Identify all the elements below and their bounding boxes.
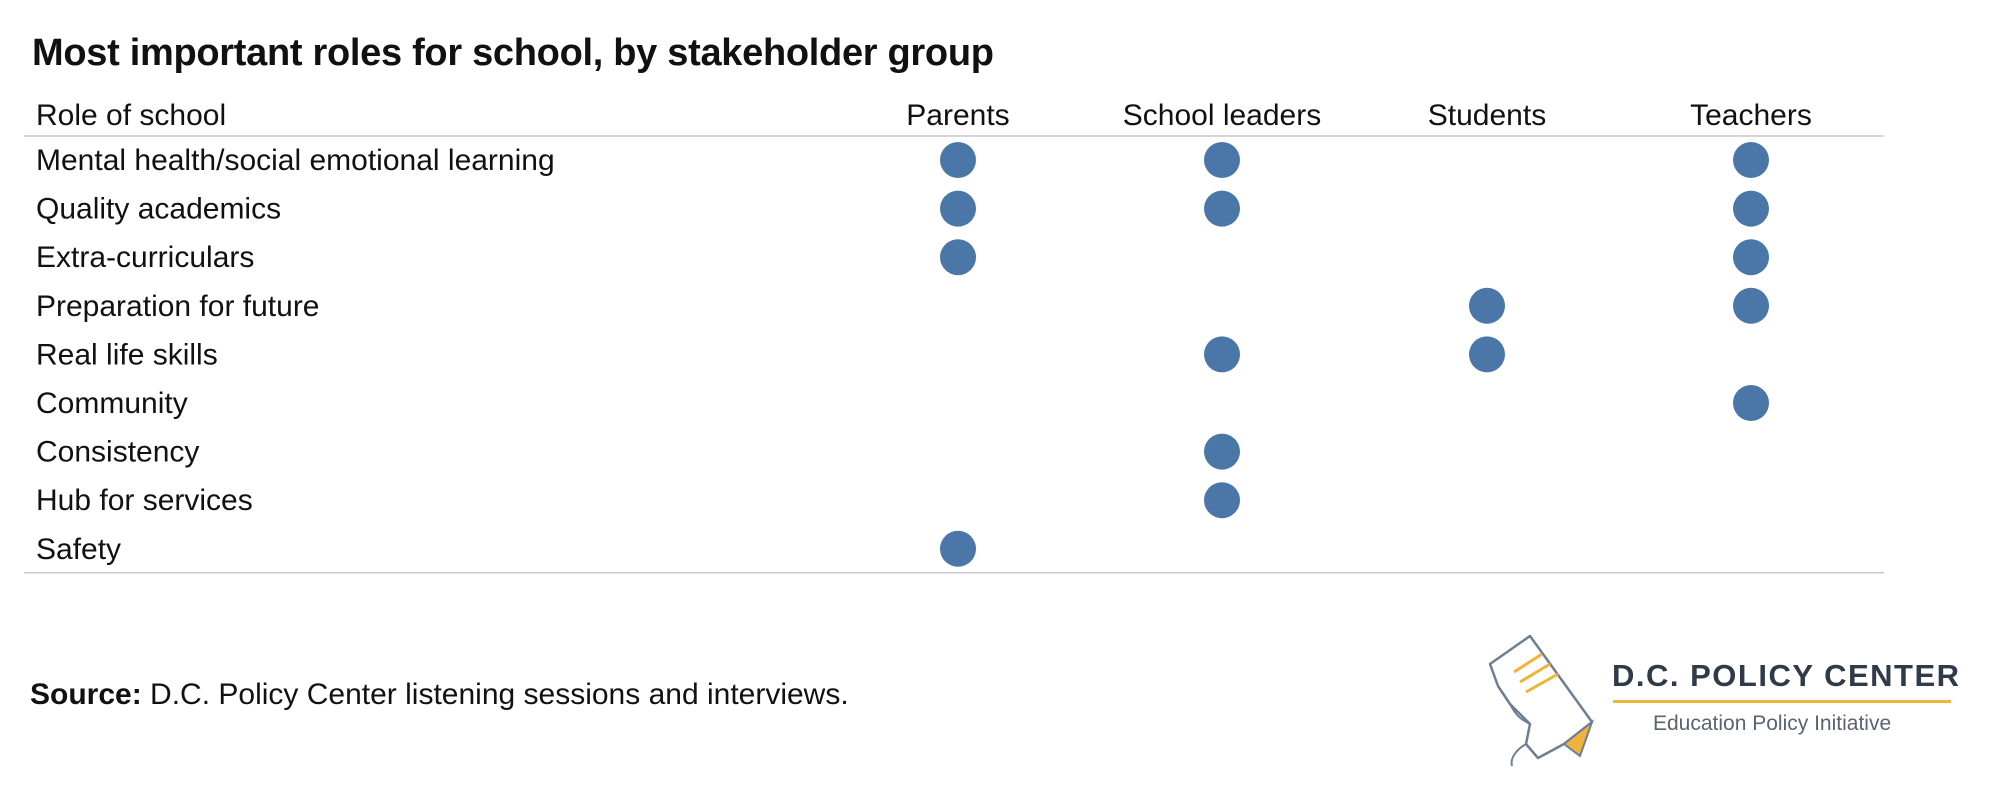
row-label: Community bbox=[36, 387, 188, 420]
dc-map-pencil-icon bbox=[1488, 634, 1595, 767]
source-text: D.C. Policy Center listening sessions an… bbox=[150, 678, 849, 711]
source-label: Source: bbox=[30, 678, 142, 711]
chart-title: Most important roles for school, by stak… bbox=[32, 32, 994, 74]
column-header-label: School leaders bbox=[1123, 99, 1321, 132]
row-label: Real life skills bbox=[36, 338, 218, 371]
role-marker bbox=[940, 239, 976, 276]
role-marker bbox=[1733, 287, 1769, 324]
logo-name: D.C. POLICY CENTER bbox=[1612, 658, 1961, 693]
role-marker bbox=[940, 142, 976, 178]
column-header-label: Teachers bbox=[1690, 99, 1812, 132]
column-header-label: Students bbox=[1428, 99, 1546, 132]
role-marker bbox=[1204, 482, 1240, 519]
role-marker bbox=[1733, 190, 1769, 227]
role-marker bbox=[1469, 287, 1505, 324]
row-label: Safety bbox=[36, 533, 121, 566]
source-note: Source: D.C. Policy Center listening ses… bbox=[30, 678, 849, 712]
column-header-label: Parents bbox=[906, 99, 1009, 132]
role-marker bbox=[1733, 239, 1769, 276]
row-label: Preparation for future bbox=[36, 290, 320, 323]
row-label: Quality academics bbox=[36, 193, 281, 226]
role-marker bbox=[1204, 433, 1240, 470]
dc-policy-center-logo: D.C. POLICY CENTER Education Policy Init… bbox=[1480, 630, 1970, 770]
role-marker bbox=[1204, 336, 1240, 373]
role-marker bbox=[1204, 190, 1240, 227]
role-marker bbox=[1469, 336, 1505, 373]
role-marker bbox=[1733, 385, 1769, 421]
row-header-label: Role of school bbox=[36, 99, 226, 132]
role-marker bbox=[940, 190, 976, 227]
row-label: Extra-curriculars bbox=[36, 241, 254, 274]
row-label: Mental health/social emotional learning bbox=[36, 144, 555, 177]
logo-divider bbox=[1613, 700, 1951, 703]
row-label: Consistency bbox=[36, 436, 199, 469]
logo-subtitle: Education Policy Initiative bbox=[1653, 712, 1892, 735]
role-marker bbox=[1204, 142, 1240, 178]
role-marker bbox=[1733, 142, 1769, 178]
row-label: Hub for services bbox=[36, 484, 253, 517]
role-marker bbox=[940, 530, 976, 567]
